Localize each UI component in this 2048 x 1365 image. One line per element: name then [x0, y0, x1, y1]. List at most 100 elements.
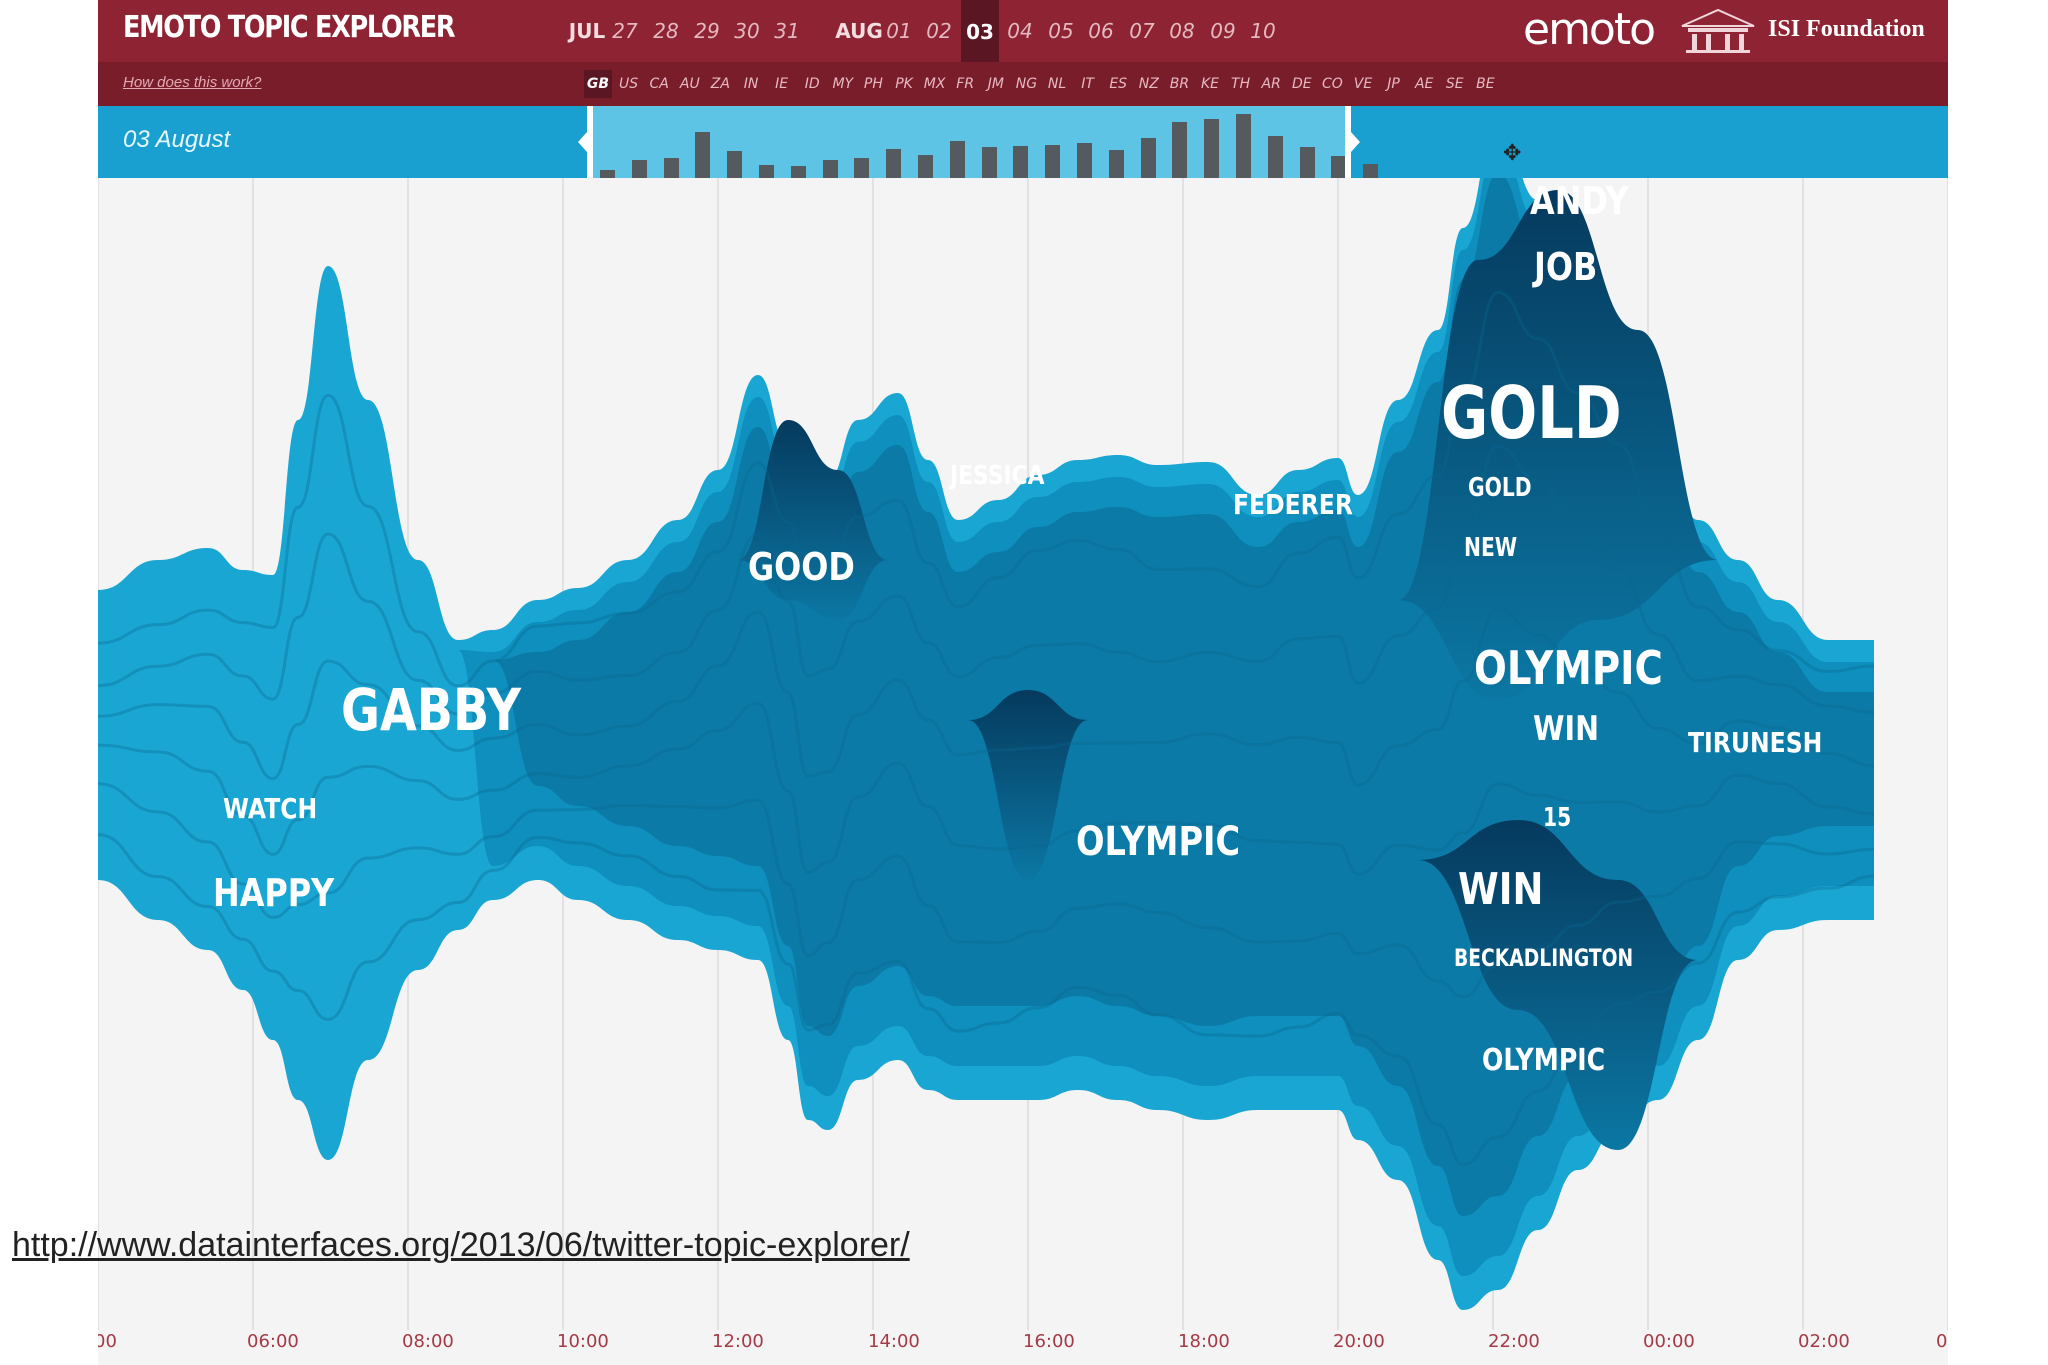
topic-label[interactable]: GABBY — [341, 676, 522, 744]
country-item[interactable]: ES — [1109, 76, 1128, 92]
activity-bar — [1267, 136, 1283, 178]
topic-label[interactable]: JOB — [1532, 245, 1597, 289]
topic-label[interactable]: WIN — [1533, 710, 1599, 749]
country-item[interactable]: PH — [863, 76, 883, 92]
topic-label[interactable]: OLYMPIC — [1482, 1042, 1605, 1078]
date-item[interactable]: 07 — [1129, 19, 1155, 43]
activity-bar — [886, 149, 902, 178]
axis-tick-label: 20:00 — [1333, 1331, 1385, 1352]
date-item[interactable]: 28 — [653, 19, 679, 43]
topic-label[interactable]: OLYMPIC — [1474, 643, 1663, 696]
topic-label[interactable]: WATCH — [223, 793, 317, 825]
date-item[interactable]: 06 — [1088, 19, 1114, 43]
activity-bar — [1236, 114, 1251, 178]
how-does-this-work-link[interactable]: How does this work? — [123, 74, 262, 91]
country-item[interactable]: CA — [649, 76, 669, 92]
country-item[interactable]: IE — [775, 76, 789, 92]
country-item[interactable]: IN — [743, 76, 759, 92]
country-item[interactable]: DE — [1291, 76, 1312, 92]
country-item[interactable]: JP — [1387, 76, 1400, 92]
date-item[interactable]: 09 — [1210, 19, 1236, 43]
timeline-brush-bar: 03 August ✥ — [98, 106, 1948, 178]
activity-bar — [1013, 146, 1029, 178]
topic-label[interactable]: NEW — [1464, 533, 1517, 563]
topic-label[interactable]: JESSICA — [948, 460, 1045, 490]
stream-layer-inner — [98, 174, 1874, 1216]
activity-bar — [663, 158, 679, 178]
country-item[interactable]: GB — [584, 70, 612, 98]
date-item[interactable]: 04 — [1007, 19, 1033, 43]
topic-label[interactable]: 15 — [1543, 803, 1571, 833]
country-item[interactable]: NL — [1047, 76, 1067, 92]
country-item[interactable]: JM — [987, 76, 1004, 92]
country-item[interactable]: FR — [956, 76, 975, 92]
isi-foundation-logo[interactable]: ISI Foundation — [1768, 16, 1925, 42]
date-item[interactable]: 29 — [694, 19, 720, 43]
activity-bar — [981, 147, 997, 178]
topic-label[interactable]: GOOD — [748, 545, 855, 589]
date-item[interactable]: 01 — [886, 19, 912, 43]
topic-label[interactable]: HAPPY — [213, 871, 335, 915]
app-title: EMOTO TOPIC EXPLORER — [123, 10, 456, 45]
activity-bar — [949, 141, 965, 178]
country-item[interactable]: AR — [1261, 76, 1281, 92]
country-item[interactable]: IT — [1081, 76, 1094, 92]
activity-bar — [1077, 143, 1092, 178]
country-item[interactable]: CO — [1321, 76, 1343, 92]
country-item[interactable]: ZA — [710, 76, 730, 92]
country-item[interactable]: AE — [1414, 76, 1434, 92]
country-item[interactable]: AU — [679, 76, 700, 92]
time-brush-selection[interactable]: ✥ — [578, 106, 1521, 178]
brush-right-handle[interactable] — [1345, 106, 1351, 178]
topic-label[interactable]: FEDERER — [1233, 489, 1353, 521]
activity-bar — [918, 155, 933, 178]
country-item[interactable]: MY — [832, 76, 854, 92]
topic-label[interactable]: GOLD — [1441, 372, 1622, 456]
activity-bar — [1204, 119, 1220, 178]
topic-explorer-app: GABBY WATCH HAPPY GOOD JESSICA FEDERER OLYMPIC… — [98, 0, 1948, 1365]
date-item[interactable]: 08 — [1169, 19, 1195, 43]
country-item[interactable]: PK — [895, 76, 913, 92]
stream-contour — [98, 833, 1875, 1166]
activity-bar — [1299, 147, 1315, 178]
date-item[interactable]: 05 — [1048, 19, 1074, 43]
topic-label[interactable]: TIRUNESH — [1688, 727, 1822, 759]
topic-label[interactable]: OLYMPIC — [1076, 818, 1240, 865]
country-item[interactable]: BE — [1476, 76, 1495, 92]
country-item[interactable]: TH — [1231, 76, 1251, 92]
date-item[interactable]: 30 — [734, 19, 760, 43]
country-item[interactable]: VE — [1353, 76, 1373, 92]
country-item[interactable]: NG — [1015, 76, 1038, 92]
stream-contour — [98, 290, 1875, 688]
activity-bar — [695, 132, 711, 178]
date-item[interactable]: 31 — [774, 19, 800, 43]
activity-bar — [1108, 150, 1124, 178]
date-item[interactable]: 02 — [926, 19, 952, 43]
activity-bar — [600, 170, 615, 178]
isi-building-icon — [1681, 8, 1755, 53]
stream-contour — [98, 444, 1875, 716]
move-cursor-icon: ✥ — [1503, 140, 1522, 165]
date-item[interactable]: 10 — [1250, 19, 1276, 43]
emoto-logo[interactable]: emoto — [1523, 4, 1656, 55]
axis-tick-label: 00:00 — [1643, 1331, 1695, 1352]
topic-label[interactable]: BECKADLINGTON — [1454, 945, 1633, 973]
country-item[interactable]: NZ — [1138, 76, 1159, 92]
country-item[interactable]: KE — [1200, 76, 1220, 92]
country-item[interactable]: US — [619, 76, 639, 92]
country-item[interactable]: ID — [804, 76, 820, 92]
axis-tick-label: 00 — [98, 1331, 117, 1352]
stream-contour — [98, 782, 1875, 999]
stream-contour — [98, 701, 1875, 876]
country-item[interactable]: MX — [923, 76, 946, 92]
topic-label[interactable]: WIN — [1458, 863, 1543, 915]
brush-left-handle[interactable] — [587, 106, 593, 178]
source-url-link[interactable]: http://www.datainterfaces.org/2013/06/tw… — [12, 1226, 910, 1264]
topic-label[interactable]: ANDY — [1530, 179, 1629, 223]
country-item[interactable]: SE — [1445, 76, 1464, 92]
date-item[interactable]: 27 — [612, 19, 638, 43]
date-item[interactable]: 03 — [961, 0, 999, 62]
topic-label[interactable]: GOLD — [1468, 473, 1532, 503]
country-item[interactable]: BR — [1169, 76, 1190, 92]
stream-contour — [98, 607, 1875, 787]
